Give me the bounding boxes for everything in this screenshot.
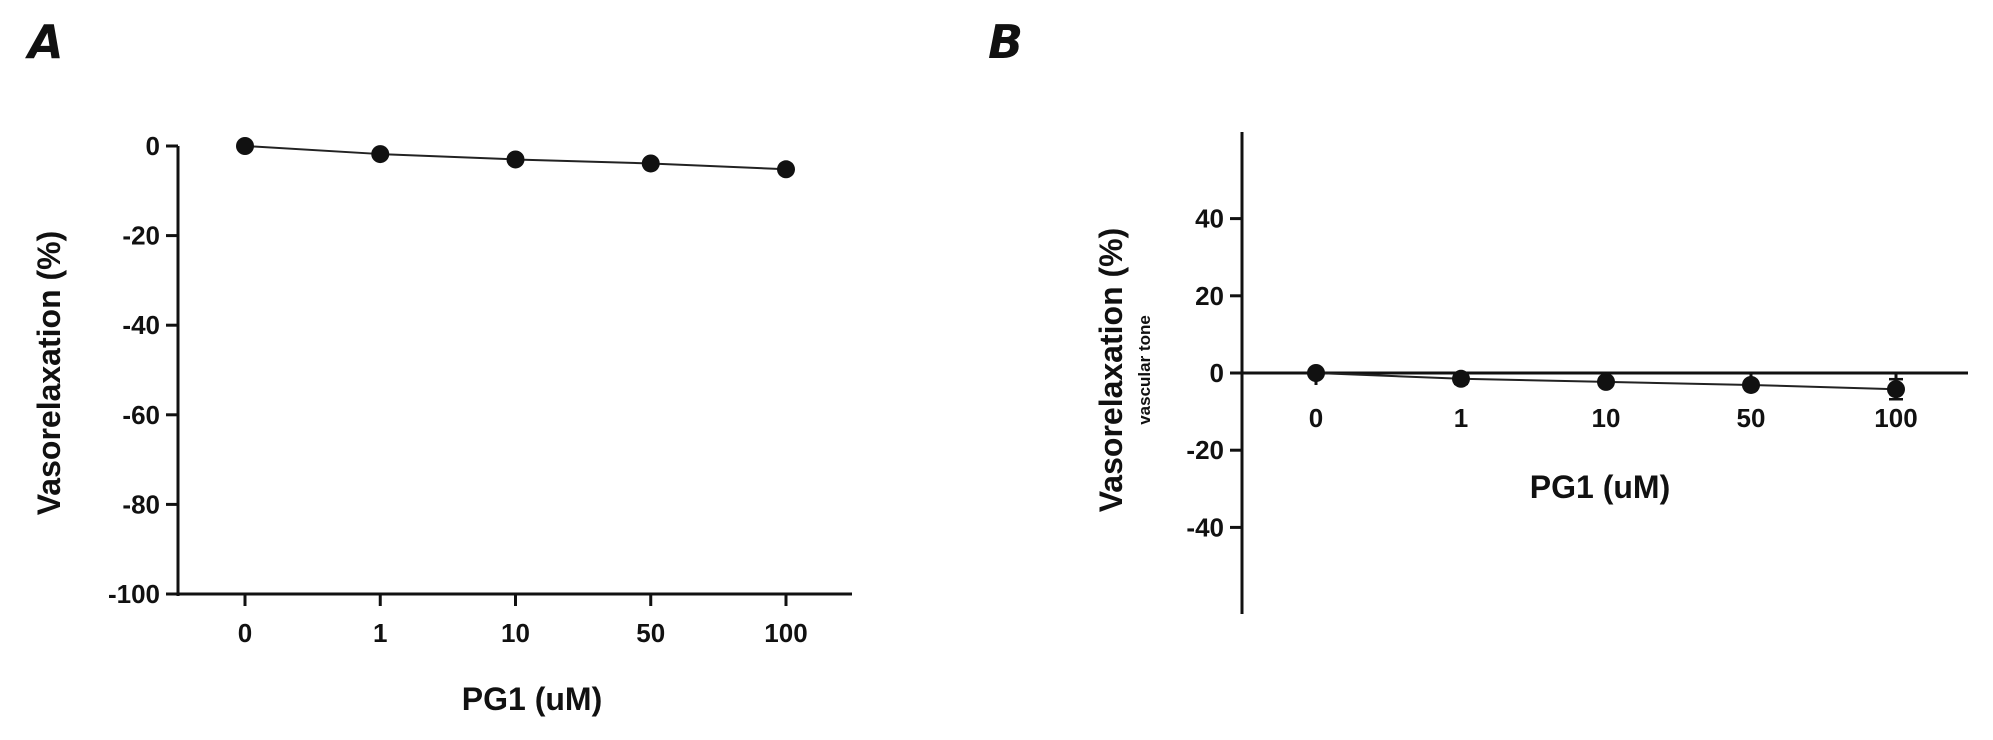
panel-a-y-tick-label: -80 [122, 489, 160, 519]
panel-a-y-axis-title: Vasorelaxation (%) [31, 231, 67, 516]
panel-b-data-point [1742, 375, 1760, 394]
panel-a-x-tick-label: 1 [373, 618, 387, 648]
panel-a-y-tick-label: -60 [122, 400, 160, 430]
panel-b-y-tick-label: 0 [1210, 358, 1224, 388]
panel-a-x-tick-label: 100 [764, 618, 807, 648]
panel-a-x-tick-label: 0 [238, 618, 252, 648]
panel-b-x-tick-label: 100 [1874, 403, 1917, 433]
panel-a-x-tick-label: 10 [501, 618, 530, 648]
panel-b-x-tick-label: 10 [1592, 403, 1621, 433]
panel-a-data-point [777, 160, 795, 179]
panel-a-x-axis-title: PG1 (uM) [462, 681, 602, 717]
panel-a-data-point [506, 150, 525, 169]
panel-a-label: A [25, 15, 64, 69]
panel-b-y-tick-label: -20 [1186, 435, 1224, 465]
panel-a: A Vasorelaxation (%) PG1 (uM) 0 -20 -40 -60… [25, 15, 852, 717]
panel-b: B Vasorelaxation (%) vascular tone PG1 (… [988, 15, 1968, 614]
panel-b-y-axis-title: Vasorelaxation (%) [1093, 228, 1129, 513]
panel-a-x-tick-label: 50 [636, 618, 665, 648]
panel-b-x-axis-title: PG1 (uM) [1530, 469, 1670, 505]
panel-a-y-tick-label: -100 [108, 579, 160, 609]
panel-a-data-point [641, 154, 660, 173]
panel-b-y-tick-label: -40 [1186, 512, 1224, 542]
panel-b-plot: 40 20 0 -20 -40 0 1 10 50 100 [1186, 132, 1968, 614]
panel-a-data-point [371, 145, 390, 164]
panel-b-label: B [988, 15, 1023, 69]
panel-b-data-point [1597, 372, 1615, 391]
panel-a-y-tick-label: 0 [146, 131, 160, 161]
panel-b-y-axis-subscript: vascular tone [1135, 315, 1154, 425]
panel-b-data-point [1887, 380, 1905, 399]
panel-b-data-point [1452, 369, 1470, 388]
panel-a-y-tick-label: -20 [122, 221, 160, 251]
panel-b-data-point [1307, 364, 1325, 382]
panel-b-x-tick-label: 50 [1737, 403, 1766, 433]
panel-a-plot: 0 -20 -40 -60 -80 -100 0 1 10 50 100 [108, 131, 852, 648]
panel-b-x-tick-label: 0 [1309, 403, 1323, 433]
panel-a-y-tick-label: -40 [122, 310, 160, 340]
panel-b-x-tick-label: 1 [1454, 403, 1468, 433]
panel-a-data-point [236, 137, 254, 155]
panel-b-y-tick-label: 20 [1195, 281, 1224, 311]
panel-b-y-tick-label: 40 [1195, 204, 1224, 234]
